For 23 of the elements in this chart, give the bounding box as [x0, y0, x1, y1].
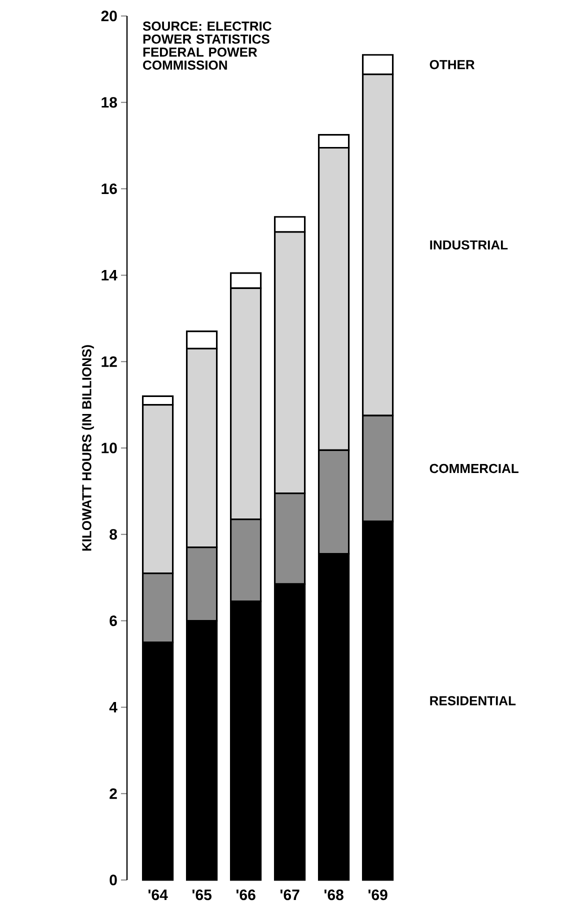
x-tick-label: '68 [324, 890, 344, 900]
y-tick-label: 12 [102, 356, 117, 367]
y-tick-label: 4 [109, 702, 118, 712]
text: INDUSTRIAL [430, 240, 508, 250]
y-tick-label: 10 [102, 442, 117, 454]
y-tick-label: 6 [110, 615, 117, 626]
text: COMMERCIAL [430, 464, 518, 474]
text: RESIDENTIAL [430, 696, 516, 706]
y-tick-label: 8 [110, 529, 117, 540]
x-tick-label: '64 [148, 890, 168, 900]
y-tick-label: 0 [110, 874, 117, 886]
annotation: SOURCE: ELECTRIC POWER STATISTICS FEDERAL POWER COMMISSION [142, 22, 272, 70]
y-tick-label: 16 [102, 183, 117, 194]
x-tick-label: '67 [280, 890, 300, 900]
y-axis-title: KILOWATT HOURS (IN BILLIONS) [82, 345, 94, 551]
y-tick-label: 20 [101, 10, 117, 22]
x-tick-label: '65 [192, 890, 212, 900]
text: OTHER [430, 60, 475, 70]
y-tick-label: 2 [110, 788, 117, 799]
x-tick-label: '69 [368, 890, 388, 900]
y-tick-label: 18 [102, 97, 117, 108]
y-tick-label: 14 [102, 270, 118, 280]
x-tick-label: '66 [236, 890, 256, 900]
